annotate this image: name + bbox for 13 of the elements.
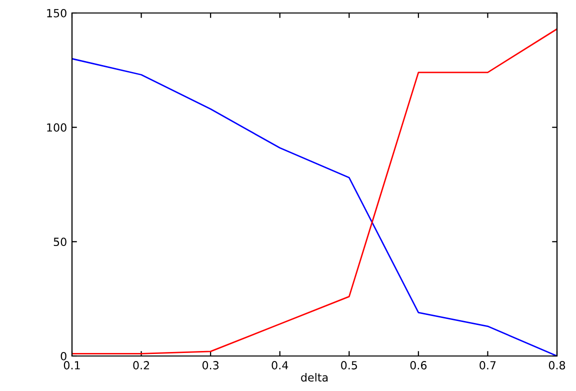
x-tick-label: 0.6 xyxy=(410,361,427,370)
x-tick-label: 0.1 xyxy=(64,361,80,370)
y-tick-label: 0 xyxy=(60,352,66,360)
x-tick-label: 0.2 xyxy=(133,361,150,370)
x-tick-label: 0.5 xyxy=(341,361,358,370)
x-tick-label: 0.7 xyxy=(480,361,496,370)
x-tick-label: 0.3 xyxy=(202,361,219,370)
x-axis-title: delta xyxy=(301,373,328,382)
y-tick-label: 150 xyxy=(47,8,66,18)
y-tick-label: 100 xyxy=(47,123,66,132)
x-tick-label: 0.8 xyxy=(548,361,566,370)
y-tick-label: 50 xyxy=(54,238,66,246)
x-tick-label: 0.4 xyxy=(272,361,288,370)
